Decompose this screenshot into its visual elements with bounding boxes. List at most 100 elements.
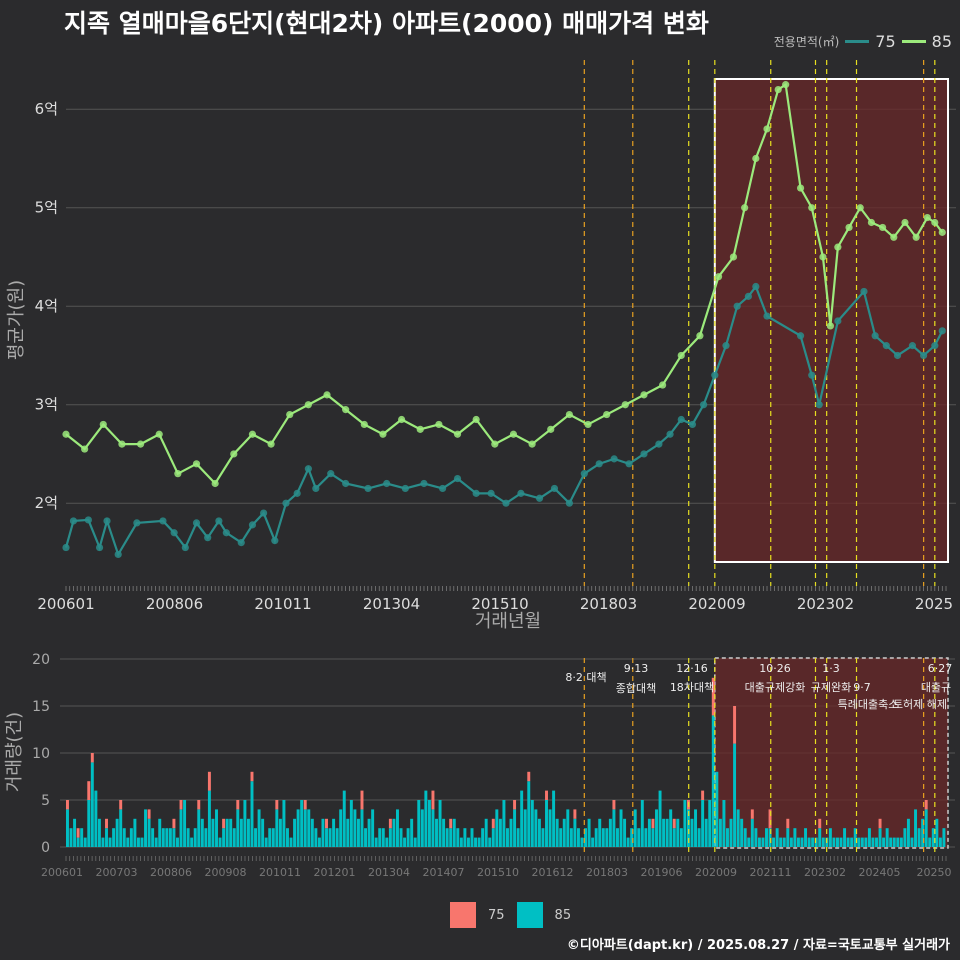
data-point-75 xyxy=(815,401,823,409)
bar-85 xyxy=(364,828,368,847)
x-tick-label: 202009 xyxy=(688,595,745,613)
bar-85 xyxy=(938,837,942,847)
x-tick-label: 201510 xyxy=(471,595,528,613)
bar-85 xyxy=(605,828,609,847)
bar-85 xyxy=(76,837,80,847)
bar-85 xyxy=(154,837,158,847)
bar-85 xyxy=(686,809,690,847)
data-point-75 xyxy=(401,484,409,493)
bar-85 xyxy=(804,828,808,847)
bar-85 xyxy=(325,828,328,847)
bar-85 xyxy=(836,837,839,847)
x-tick-label: 202302 xyxy=(797,595,854,613)
legend-bottom-label-75: 75 xyxy=(488,907,505,923)
data-point-75 xyxy=(293,489,301,497)
data-point-75 xyxy=(192,519,201,527)
policy-label-97-a: 9·7 xyxy=(853,681,871,694)
bar-85 xyxy=(541,828,545,847)
bar-85 xyxy=(633,809,637,847)
bar-85 xyxy=(204,828,208,847)
bar-85 xyxy=(569,828,573,847)
data-point-75 xyxy=(62,543,70,552)
data-point-75 xyxy=(181,543,189,552)
bar-85 xyxy=(651,828,655,847)
policy-label-1216-b: 18차대책 xyxy=(670,681,714,694)
bar-85 xyxy=(672,828,676,847)
data-point-85 xyxy=(435,420,443,429)
bar-85 xyxy=(452,818,456,847)
data-point-85 xyxy=(677,351,685,360)
bar-85 xyxy=(466,837,470,847)
bar-85 xyxy=(860,837,864,847)
bar-75 xyxy=(303,800,307,810)
bar-85 xyxy=(814,837,818,847)
bar-85 xyxy=(470,828,474,847)
bar-85 xyxy=(332,818,336,847)
data-point-85 xyxy=(845,223,853,232)
data-point-85 xyxy=(304,401,312,409)
bar-85 xyxy=(786,828,790,847)
bar-85 xyxy=(97,818,101,847)
bar-85 xyxy=(126,837,130,847)
x-tick-label: 201803 xyxy=(586,866,628,879)
bar-75 xyxy=(172,818,176,829)
bar-85 xyxy=(367,818,371,847)
bar-85 xyxy=(942,828,946,847)
data-point-75 xyxy=(655,440,663,448)
bar-85 xyxy=(215,809,218,847)
bar-85 xyxy=(502,800,506,847)
bar-85 xyxy=(264,837,268,847)
x-tick-label: 202302 xyxy=(804,866,846,879)
bar-75 xyxy=(360,790,364,810)
y-tick-label: 15 xyxy=(32,699,50,715)
bar-85 xyxy=(616,828,619,847)
bar-85 xyxy=(658,790,662,847)
bar-85 xyxy=(796,837,800,847)
y-tick-label: 5억 xyxy=(35,199,58,217)
x-tick-label: 2025 xyxy=(915,595,953,613)
bar-75 xyxy=(119,800,123,810)
data-point-75 xyxy=(69,517,78,525)
data-point-75 xyxy=(342,479,350,488)
bar-85 xyxy=(296,809,300,847)
bar-85 xyxy=(637,828,641,847)
bar-85 xyxy=(218,837,222,847)
data-point-75 xyxy=(722,342,730,350)
data-point-75 xyxy=(834,317,842,325)
bar-75 xyxy=(76,828,80,838)
bar-85 xyxy=(576,828,580,847)
data-point-75 xyxy=(752,282,760,291)
bar-85 xyxy=(587,818,591,847)
data-point-75 xyxy=(677,415,685,424)
bar-85 xyxy=(176,837,179,847)
bar-75 xyxy=(90,753,94,763)
legend-title: 전용면적(㎡) xyxy=(773,35,840,49)
data-point-75 xyxy=(204,534,212,542)
data-point-85 xyxy=(901,218,909,227)
bar-85 xyxy=(459,837,463,847)
bar-85 xyxy=(754,828,758,847)
bar-85 xyxy=(807,837,811,847)
bar-85 xyxy=(105,828,108,847)
bar-85 xyxy=(122,828,126,847)
bar-85 xyxy=(669,809,673,847)
bar-85 xyxy=(73,818,77,847)
bar-85 xyxy=(498,818,502,847)
x-tick-label: 202009 xyxy=(695,866,737,879)
data-point-85 xyxy=(696,332,704,340)
data-point-85 xyxy=(752,154,760,163)
bar-85 xyxy=(307,809,311,847)
x-tick-label: 202111 xyxy=(750,866,792,879)
bar-85 xyxy=(594,828,598,847)
data-point-85 xyxy=(774,85,782,94)
data-point-85 xyxy=(714,273,723,281)
data-point-75 xyxy=(95,543,104,552)
legend-box-75 xyxy=(450,902,476,928)
data-point-85 xyxy=(923,213,931,222)
y-tick-label: 2억 xyxy=(35,494,58,512)
data-point-85 xyxy=(584,420,592,429)
bar-85 xyxy=(388,828,392,847)
bar-85 xyxy=(87,800,91,847)
policy-label-913-b: 종합대책 xyxy=(616,682,656,695)
policy-label-627-b: 대출규 xyxy=(921,681,951,694)
